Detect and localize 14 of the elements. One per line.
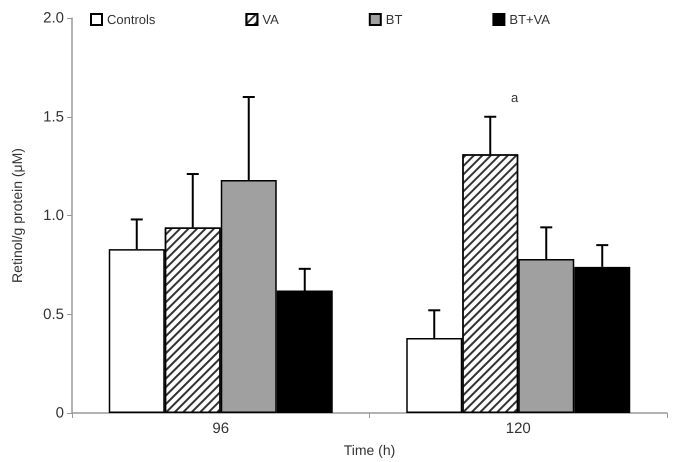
legend-label: BT [386, 12, 402, 27]
x-tick-label: 96 [212, 420, 230, 437]
y-tick-label: 2.0 [43, 10, 64, 26]
annotation: a [511, 90, 519, 105]
y-tick-label: 1.0 [43, 207, 64, 224]
y-tick-label: 0 [56, 404, 64, 422]
y-tick-label: 0.5 [43, 306, 64, 323]
legend-label: VA [262, 12, 280, 27]
x-axis-title: Time (h) [344, 442, 396, 458]
x-tick-label: 120 [506, 420, 531, 437]
legend-label: Controls [107, 12, 156, 27]
y-axis-title: Retinol/g protein (μM) [9, 148, 25, 283]
legend-label: BT+VA [509, 12, 550, 27]
y-tick-label: 1.5 [43, 108, 64, 126]
